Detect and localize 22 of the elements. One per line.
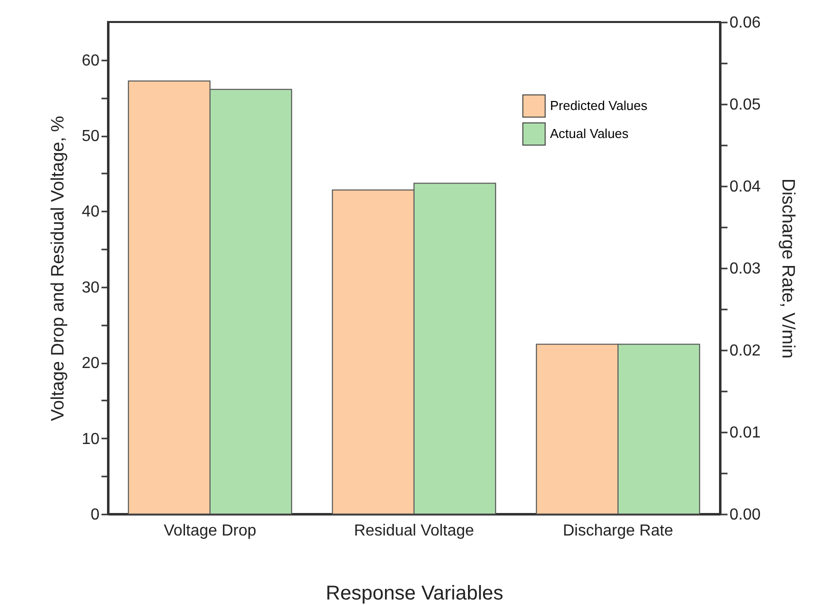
y-tick-label: 10 <box>82 430 100 448</box>
legend-label: Predicted Values <box>550 98 648 113</box>
y-tick-label: 20 <box>82 355 100 372</box>
y-tick-label: 60 <box>82 52 100 70</box>
y-axis-title: Voltage Drop and Residual Voltage, % <box>48 116 68 422</box>
y2-tick-label: 0.01 <box>730 424 761 442</box>
y-tick-label: 50 <box>82 128 100 146</box>
x-axis-title: Response Variables <box>326 582 504 604</box>
y2-axis-title: Discharge Rate, V/min <box>778 178 799 359</box>
y2-tick-label: 0.00 <box>730 506 761 524</box>
y2-tick-label: 0.05 <box>730 96 761 114</box>
x-tick-label: Voltage Drop <box>164 522 256 540</box>
y2-tick-label: 0.04 <box>730 178 761 196</box>
legend-label: Actual Values <box>550 126 630 141</box>
y-tick-label: 0 <box>90 506 100 524</box>
x-tick-label: Discharge Rate <box>562 522 674 540</box>
y2-tick-label: 0.03 <box>730 260 761 278</box>
y2-tick-label: 0.02 <box>730 342 761 360</box>
y2-tick-label: 0.06 <box>730 14 761 32</box>
y-tick-label: 40 <box>82 204 100 221</box>
y-tick-label: 30 <box>82 279 100 296</box>
x-tick-label: Residual Voltage <box>354 522 474 540</box>
